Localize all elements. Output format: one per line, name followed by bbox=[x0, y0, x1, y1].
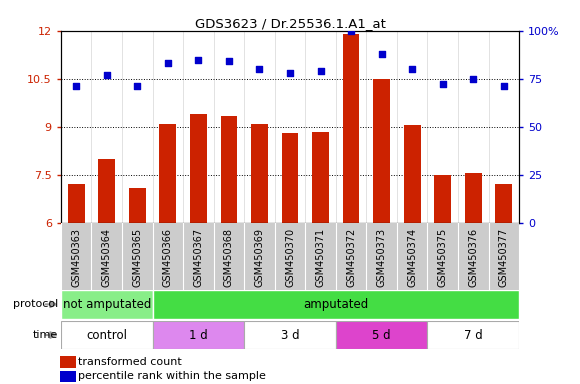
Point bbox=[499, 83, 509, 89]
Point bbox=[71, 83, 81, 89]
Bar bbox=[404, 125, 420, 384]
Bar bbox=[282, 133, 298, 384]
Bar bbox=[129, 187, 146, 384]
Point bbox=[377, 51, 386, 57]
Bar bbox=[374, 79, 390, 384]
Text: GSM450370: GSM450370 bbox=[285, 228, 295, 287]
Text: GSM450367: GSM450367 bbox=[193, 228, 204, 287]
Point bbox=[224, 58, 234, 65]
Bar bbox=[312, 132, 329, 384]
Point bbox=[133, 83, 142, 89]
Bar bbox=[60, 371, 76, 382]
Bar bbox=[160, 124, 176, 384]
Bar bbox=[343, 34, 360, 384]
Text: time: time bbox=[32, 330, 58, 340]
Bar bbox=[190, 114, 206, 384]
Text: GSM450368: GSM450368 bbox=[224, 228, 234, 287]
Text: GSM450371: GSM450371 bbox=[316, 228, 325, 287]
Text: GSM450365: GSM450365 bbox=[132, 228, 142, 287]
Text: percentile rank within the sample: percentile rank within the sample bbox=[78, 371, 266, 381]
Bar bbox=[434, 175, 451, 384]
Point bbox=[346, 28, 356, 34]
Text: GSM450375: GSM450375 bbox=[438, 228, 448, 287]
Text: GSM450373: GSM450373 bbox=[376, 228, 387, 287]
Text: GSM450376: GSM450376 bbox=[468, 228, 478, 287]
Point bbox=[469, 76, 478, 82]
Text: protocol: protocol bbox=[13, 299, 58, 310]
Title: GDS3623 / Dr.25536.1.A1_at: GDS3623 / Dr.25536.1.A1_at bbox=[194, 17, 386, 30]
Point bbox=[285, 70, 295, 76]
Text: 5 d: 5 d bbox=[372, 329, 391, 341]
Point bbox=[438, 81, 447, 88]
Text: amputated: amputated bbox=[303, 298, 368, 311]
Point bbox=[316, 68, 325, 74]
Text: 7 d: 7 d bbox=[464, 329, 483, 341]
Bar bbox=[465, 173, 481, 384]
Bar bbox=[153, 290, 519, 319]
Text: 1 d: 1 d bbox=[189, 329, 208, 341]
Bar bbox=[68, 184, 85, 384]
Text: GSM450374: GSM450374 bbox=[407, 228, 417, 287]
Bar bbox=[244, 321, 336, 349]
Text: GSM450366: GSM450366 bbox=[163, 228, 173, 287]
Text: GSM450372: GSM450372 bbox=[346, 228, 356, 287]
Bar bbox=[61, 290, 153, 319]
Point bbox=[163, 60, 172, 66]
Bar bbox=[251, 124, 268, 384]
Bar bbox=[495, 184, 512, 384]
Bar bbox=[60, 356, 76, 368]
Bar bbox=[153, 321, 244, 349]
Bar bbox=[427, 321, 519, 349]
Text: GSM450363: GSM450363 bbox=[71, 228, 81, 287]
Text: GSM450377: GSM450377 bbox=[499, 228, 509, 287]
Text: not amputated: not amputated bbox=[63, 298, 151, 311]
Text: 3 d: 3 d bbox=[281, 329, 299, 341]
Point bbox=[194, 56, 203, 63]
Bar bbox=[220, 116, 237, 384]
Text: GSM450369: GSM450369 bbox=[255, 228, 264, 287]
Point bbox=[102, 72, 111, 78]
Text: GSM450364: GSM450364 bbox=[102, 228, 112, 287]
Text: transformed count: transformed count bbox=[78, 357, 182, 367]
Point bbox=[408, 66, 417, 72]
Text: control: control bbox=[86, 329, 127, 341]
Bar bbox=[99, 159, 115, 384]
Bar bbox=[336, 321, 427, 349]
Point bbox=[255, 66, 264, 72]
Bar bbox=[61, 321, 153, 349]
